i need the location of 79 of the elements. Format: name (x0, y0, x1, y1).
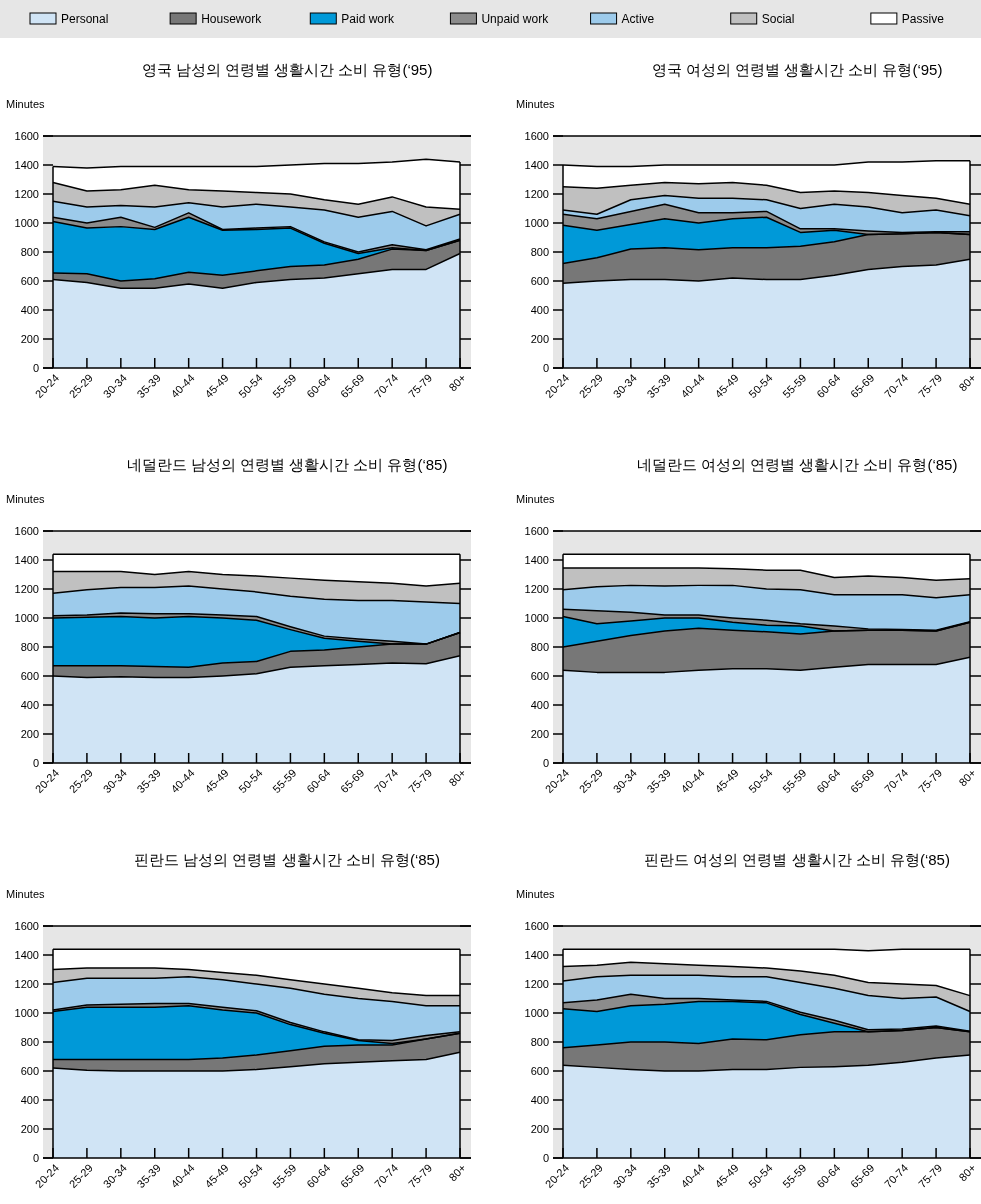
y-tick-label: 1400 (14, 948, 39, 961)
y-tick-label: 1000 (14, 216, 39, 229)
y-tick-label: 800 (20, 245, 39, 258)
y-tick-label: 600 (20, 1064, 39, 1077)
y-tick-label: 600 (20, 274, 39, 287)
y-tick-label: 200 (530, 332, 549, 345)
y-axis-title: Minutes (6, 98, 46, 110)
legend-label: Personal (61, 12, 109, 27)
y-tick-label: 1200 (524, 582, 549, 595)
chart-title: 핀란드 여성의 연령별 생활시간 소비 유형(‘85) (644, 851, 950, 868)
x-tick-label: 80+ (956, 766, 979, 789)
y-tick-label: 800 (530, 245, 549, 258)
y-tick-label: 400 (20, 1093, 39, 1106)
y-tick-label: 800 (530, 640, 549, 653)
y-tick-label: 1200 (14, 582, 39, 595)
y-tick-label: 1600 (14, 129, 39, 142)
x-tick-label: 80+ (956, 1161, 979, 1184)
legend-label: Social (761, 12, 795, 27)
y-tick-label: 200 (20, 1122, 39, 1135)
y-tick-label: 1400 (524, 158, 549, 171)
legend-label: Passive (901, 12, 945, 27)
y-tick-label: 400 (530, 1093, 549, 1106)
y-tick-label: 0 (32, 1151, 39, 1164)
y-tick-label: 1400 (524, 553, 549, 566)
y-tick-label: 1600 (14, 524, 39, 537)
y-tick-label: 200 (530, 1122, 549, 1135)
x-tick-label: 80+ (446, 1161, 469, 1184)
y-tick-label: 1200 (14, 187, 39, 200)
x-tick-label: 80+ (446, 371, 469, 394)
y-tick-label: 200 (20, 727, 39, 740)
y-tick-label: 600 (20, 669, 39, 682)
y-tick-label: 400 (20, 698, 39, 711)
y-tick-label: 1000 (524, 611, 549, 624)
chart-title: 영국 여성의 연령별 생활시간 소비 유형(‘95) (651, 61, 943, 78)
y-tick-label: 0 (542, 1151, 549, 1164)
y-tick-label: 1200 (524, 977, 549, 990)
y-tick-label: 0 (32, 756, 39, 769)
y-tick-label: 1200 (14, 977, 39, 990)
chart-title: 핀란드 남성의 연령별 생활시간 소비 유형(‘85) (134, 851, 440, 868)
y-tick-label: 600 (530, 669, 549, 682)
y-tick-label: 1400 (14, 158, 39, 171)
chart-title: 네덜란드 여성의 연령별 생활시간 소비 유형(‘85) (636, 456, 958, 473)
y-axis-title: Minutes (6, 888, 46, 900)
y-tick-label: 1000 (14, 1006, 39, 1019)
y-tick-label: 0 (542, 361, 549, 374)
y-tick-label: 600 (530, 274, 549, 287)
y-tick-label: 1400 (524, 948, 549, 961)
y-tick-label: 1200 (524, 187, 549, 200)
y-tick-label: 1400 (14, 553, 39, 566)
y-tick-label: 1000 (14, 611, 39, 624)
y-tick-label: 400 (530, 698, 549, 711)
legend-label: Paid work (341, 12, 395, 27)
y-tick-label: 800 (530, 1035, 549, 1048)
legend-label: Housework (201, 12, 263, 27)
y-tick-label: 1600 (524, 919, 549, 932)
y-tick-label: 1600 (524, 129, 549, 142)
y-axis-title: Minutes (516, 888, 556, 900)
y-tick-label: 1000 (524, 1006, 549, 1019)
y-tick-label: 400 (20, 303, 39, 316)
chart-title: 네덜란드 남성의 연령별 생활시간 소비 유형(‘85) (126, 456, 448, 473)
y-tick-label: 0 (32, 361, 39, 374)
y-tick-label: 1000 (524, 216, 549, 229)
y-axis-title: Minutes (6, 493, 46, 505)
y-axis-title: Minutes (516, 493, 556, 505)
y-tick-label: 0 (542, 756, 549, 769)
legend-label: Unpaid work (481, 12, 550, 27)
x-tick-label: 80+ (446, 766, 469, 789)
chart-title: 영국 남성의 연령별 생활시간 소비 유형(‘95) (141, 61, 433, 78)
x-tick-label: 80+ (956, 371, 979, 394)
y-tick-label: 1600 (14, 919, 39, 932)
y-axis-title: Minutes (516, 98, 556, 110)
y-tick-label: 800 (20, 640, 39, 653)
y-tick-label: 400 (530, 303, 549, 316)
y-tick-label: 200 (530, 727, 549, 740)
y-tick-label: 800 (20, 1035, 39, 1048)
legend-label: Active (621, 12, 655, 27)
y-tick-label: 1600 (524, 524, 549, 537)
y-tick-label: 600 (530, 1064, 549, 1077)
y-tick-label: 200 (20, 332, 39, 345)
